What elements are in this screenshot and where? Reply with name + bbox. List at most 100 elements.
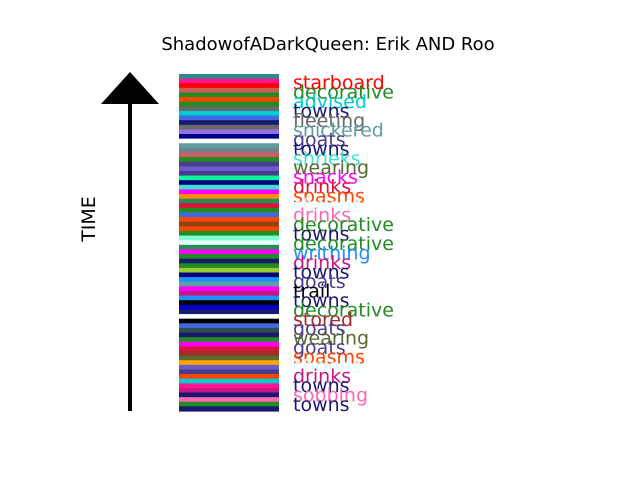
time-stripe [179, 110, 279, 117]
time-stripe [179, 392, 279, 398]
time-stripe [179, 138, 279, 144]
word-label: towns [293, 100, 350, 122]
word-label: towns [293, 224, 350, 246]
time-stripe [179, 226, 279, 232]
time-stripe [179, 170, 279, 177]
time-stripe [179, 115, 279, 121]
time-arrow-head [101, 72, 159, 104]
time-stripe [179, 374, 279, 380]
word-label: decorative [293, 233, 394, 255]
time-stripe [179, 189, 279, 195]
time-stripe [179, 254, 279, 260]
word-label: decorative [293, 214, 394, 236]
time-stripe [179, 249, 279, 255]
word-label: towns [293, 375, 350, 397]
time-stripe [179, 318, 279, 324]
time-stripe [179, 346, 279, 352]
time-stripe [179, 387, 279, 394]
time-stripe [179, 221, 279, 227]
time-stripe [179, 92, 279, 98]
time-stripe [179, 369, 279, 375]
time-stripe [179, 277, 279, 283]
time-stripe [179, 157, 279, 163]
time-stripe [179, 120, 279, 126]
time-stripe [179, 300, 279, 306]
time-stripe [179, 272, 279, 278]
time-axis-arrow [101, 72, 159, 411]
time-stripe [179, 194, 279, 200]
time-stripe [179, 327, 279, 334]
time-stripe [179, 295, 279, 301]
time-stripe [179, 97, 279, 103]
time-stripe [179, 74, 279, 80]
word-label: shrieds [293, 195, 362, 217]
time-stripe [179, 83, 279, 89]
word-label: goats [293, 318, 346, 340]
time-stripe [179, 147, 279, 154]
word-label: starboard [293, 72, 385, 94]
word-label: spasms [293, 347, 365, 369]
time-stripe [179, 180, 279, 186]
time-stripe [179, 378, 279, 384]
time-stripe [179, 364, 279, 371]
time-stripe [179, 341, 279, 347]
word-label: towns [293, 261, 350, 283]
time-stripe [179, 161, 279, 167]
time-stripe [179, 212, 279, 218]
time-stripe [179, 106, 279, 112]
word-label: goats [293, 129, 346, 151]
word-label: decorative [293, 81, 394, 103]
word-label: fleeting [293, 110, 365, 132]
word-label: wearing [293, 157, 369, 179]
time-stripe [179, 383, 279, 389]
word-label: sobbing [293, 385, 368, 407]
stripe-stack [179, 74, 279, 412]
word-label: goats [293, 337, 346, 359]
time-stripe [179, 152, 279, 158]
word-label: drinks [293, 205, 351, 227]
y-axis-label: TIME [78, 196, 100, 243]
time-stripe [179, 240, 279, 246]
time-stripe [179, 129, 279, 135]
word-label: writhing [293, 242, 371, 264]
word-label: decorative [293, 299, 394, 321]
time-stripe [179, 143, 279, 149]
time-stripe [179, 323, 279, 329]
time-stripe [179, 360, 279, 366]
time-stripe [179, 134, 279, 140]
time-stripe [179, 175, 279, 181]
time-stripe [179, 337, 279, 343]
time-stripe [179, 281, 279, 287]
time-stripe [179, 332, 279, 338]
word-label: snickered [293, 119, 384, 141]
word-label: trail [293, 280, 330, 302]
time-stripe [179, 401, 279, 407]
word-label: drinks [293, 176, 351, 198]
time-stripe [179, 198, 279, 204]
word-label: spasms [293, 186, 365, 208]
word-label: drinks [293, 252, 351, 274]
time-stripe [179, 263, 279, 269]
time-stripe [179, 355, 279, 361]
word-label: shrieds [293, 356, 362, 378]
time-stripe [179, 406, 279, 412]
time-stripe [179, 217, 279, 223]
word-label: towns [293, 138, 350, 160]
time-stripe [179, 184, 279, 191]
chart-title: ShadowofADarkQueen: Erik AND Roo [161, 34, 494, 55]
word-label: stored [293, 309, 353, 331]
time-stripe [179, 235, 279, 241]
time-stripe [179, 244, 279, 251]
word-label: snacks [293, 167, 358, 189]
time-stripe [179, 258, 279, 264]
time-stripe [179, 304, 279, 311]
time-stripe [179, 124, 279, 130]
time-stripe [179, 290, 279, 297]
time-stripe [179, 286, 279, 292]
word-labels: starboarddecorativeadvisedtownsfleetings… [293, 72, 394, 416]
word-label: drinks [293, 366, 351, 388]
word-label: shrieks [293, 148, 361, 170]
time-stripe [179, 207, 279, 214]
word-label: advised [293, 91, 367, 113]
